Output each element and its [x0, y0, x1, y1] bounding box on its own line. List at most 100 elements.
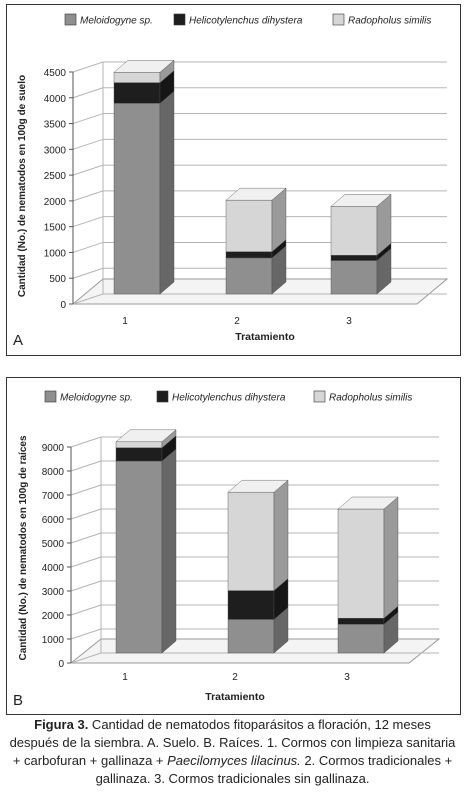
- legend-swatch: [156, 390, 169, 403]
- gridline-side: [70, 436, 102, 448]
- legend-swatch: [173, 13, 186, 26]
- bar-segment-front: [337, 623, 385, 654]
- legend-swatch: [64, 13, 77, 26]
- gridline-side: [72, 138, 104, 150]
- gridline-side: [72, 87, 104, 99]
- gridline-side: [70, 628, 102, 640]
- bar-segment-front: [225, 251, 273, 259]
- gridline-side: [70, 460, 102, 472]
- gridline-side: [72, 190, 104, 202]
- bar-segment-front: [115, 441, 163, 448]
- gridline-side: [70, 556, 102, 568]
- bar-segment-front: [115, 447, 163, 462]
- gridline-side: [70, 484, 102, 496]
- bar-segment-front: [227, 491, 275, 591]
- y-tick-label: 4000: [42, 563, 65, 574]
- bar-top: [115, 429, 177, 442]
- y-tick-label: 0: [58, 659, 64, 670]
- y-tick-label: 3500: [44, 120, 67, 131]
- y-tick-label: 4000: [44, 94, 67, 105]
- y-tick-label: 500: [49, 274, 66, 285]
- chart-a-svg: 0 500 1000 1500 2000 2500 3000 3500 4000 4500 1 2 3 T…: [13, 13, 449, 349]
- y-tick-label: 1500: [44, 223, 67, 234]
- bar-segment-front: [113, 103, 161, 295]
- y-tick-label: 2500: [44, 171, 67, 182]
- legend-label: Radopholus similis: [329, 393, 412, 404]
- y-tick-label: 1000: [44, 248, 67, 259]
- gridline-side: [70, 508, 102, 520]
- gridline-side: [72, 216, 104, 228]
- y-tick-label: 7000: [42, 491, 65, 502]
- bar-segment-side: [161, 448, 177, 654]
- bar-segment-front: [113, 72, 161, 83]
- gridline-side: [70, 580, 102, 592]
- caption-species: Paecilomyces lilacinus.: [167, 753, 301, 768]
- bar-segment-side: [159, 90, 175, 295]
- y-tick-label: 2000: [42, 611, 65, 622]
- chart-panel-b: 0 1000 2000 3000 4000 5000 6000 7000 8000 9000 1 2 3…: [6, 377, 461, 715]
- y-tick-label: 6000: [42, 515, 65, 526]
- caption-label: Figura 3.: [34, 717, 89, 732]
- y-tick-label: 4500: [44, 68, 67, 79]
- gridline-side: [72, 164, 104, 176]
- gridline-side: [70, 604, 102, 616]
- legend-label: Meloidogyne sp.: [80, 16, 153, 27]
- y-tick-label: 3000: [42, 587, 65, 598]
- bar-segment-front: [227, 590, 275, 620]
- figure-caption: Figura 3. Cantidad de nematodos fitopará…: [8, 716, 457, 788]
- bar-segment-front: [225, 199, 273, 252]
- x-tick-label: 1: [122, 316, 128, 327]
- bar-top: [225, 187, 287, 201]
- legend-swatch: [313, 390, 326, 403]
- legend-label: Radopholus similis: [348, 16, 431, 27]
- chart-b-svg: 0 1000 2000 3000 4000 5000 6000 7000 8000 9000 1 2 3…: [13, 390, 441, 709]
- y-axis-title: Cantidad (No.) de nematodos en 100g de r…: [18, 435, 29, 660]
- bar-segment-front: [113, 82, 161, 104]
- bar-segment-front: [227, 619, 275, 654]
- gridline-side: [72, 293, 104, 305]
- bar-segment-side: [383, 496, 399, 619]
- x-tick-label: 2: [232, 672, 238, 683]
- gridline-side: [72, 61, 104, 73]
- x-tick-label: 2: [234, 316, 240, 327]
- bar-segment-front: [337, 617, 385, 625]
- y-tick-label: 3000: [44, 145, 67, 156]
- gridline-side: [70, 652, 102, 664]
- bar-segment-front: [330, 206, 378, 256]
- legend-label: Helicotylenchus dihystera: [172, 393, 286, 404]
- legend-label: Meloidogyne sp.: [60, 393, 133, 404]
- y-tick-label: 0: [60, 300, 66, 311]
- panel-label: B: [13, 692, 23, 709]
- panel-label: A: [13, 332, 23, 349]
- bar-top: [113, 60, 175, 73]
- gridline-side: [72, 241, 104, 253]
- x-tick-label: 3: [346, 316, 352, 327]
- caption-text-2: 2. Cormos tradicionales + gallinaza. 3. …: [95, 753, 453, 786]
- gridline-side: [72, 113, 104, 125]
- caption-text-1: Cantidad de nematodos fitoparásitos a fl…: [9, 717, 456, 768]
- y-tick-label: 8000: [42, 467, 65, 478]
- bar-segment-front: [225, 257, 273, 295]
- legend-label: Helicotylenchus dihystera: [189, 16, 303, 27]
- x-tick-label: 1: [122, 672, 128, 683]
- legend-swatch: [44, 390, 57, 403]
- gridline-side: [72, 267, 104, 279]
- bar-segment-front: [115, 460, 163, 654]
- bar-segment-front: [330, 255, 378, 261]
- x-tick-label: 3: [344, 672, 350, 683]
- y-axis-title: Cantidad (No.) de nematodos en 100g de s…: [17, 75, 28, 297]
- x-axis-title: Tratamiento: [205, 691, 265, 703]
- gridline-side: [70, 532, 102, 544]
- chart-panel-a: 0 500 1000 1500 2000 2500 3000 3500 4000 4500 1 2 3 T…: [6, 4, 461, 356]
- y-tick-label: 1000: [42, 635, 65, 646]
- bar-segment-side: [273, 479, 289, 592]
- bar-segment-front: [337, 508, 385, 619]
- y-tick-label: 2000: [44, 197, 67, 208]
- bar-top: [337, 496, 399, 510]
- y-tick-label: 5000: [42, 539, 65, 550]
- y-tick-label: 9000: [42, 443, 65, 454]
- bar-top: [227, 479, 289, 493]
- x-axis-title: Tratamiento: [235, 331, 295, 343]
- bar-top: [330, 194, 392, 207]
- legend-swatch: [332, 13, 345, 26]
